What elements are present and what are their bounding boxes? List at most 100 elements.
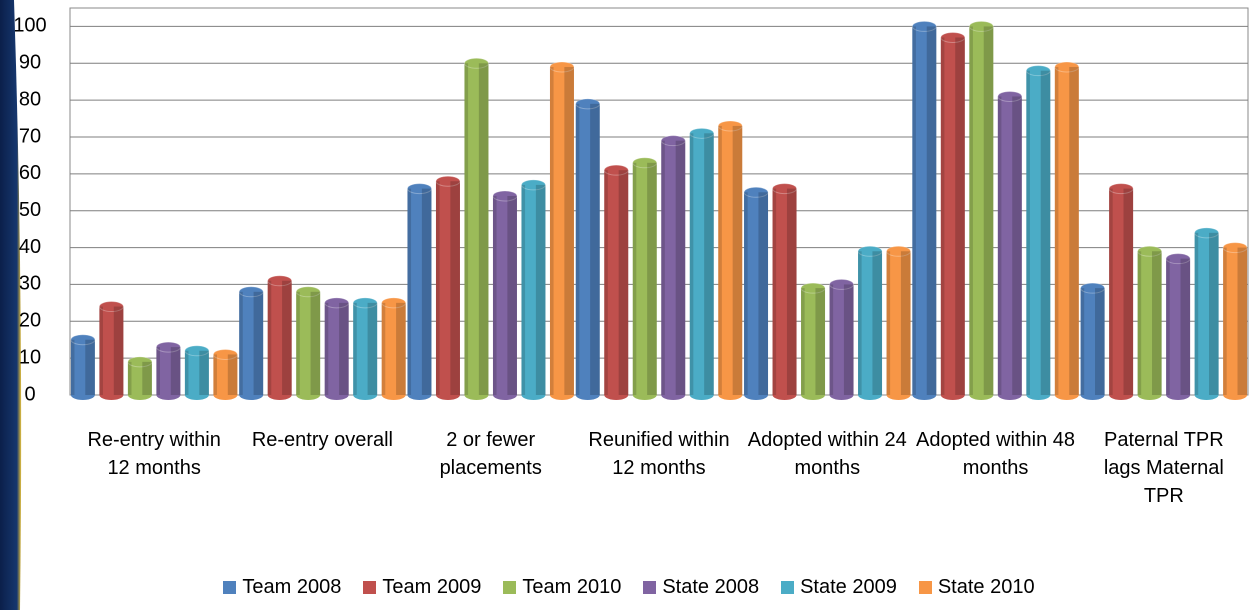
bar-body: [940, 37, 965, 395]
bar: [1165, 253, 1191, 400]
bar-body: [801, 288, 826, 395]
bar-shadow: [955, 37, 965, 395]
bar-body: [886, 251, 911, 395]
bar-body: [184, 350, 209, 395]
bar-top: [155, 341, 181, 353]
bar-shadow: [772, 188, 777, 395]
bar-base: [407, 390, 432, 400]
bar-base: [1166, 390, 1191, 400]
legend-label: Team 2010: [522, 576, 622, 598]
legend-label: State 2010: [937, 576, 1035, 598]
bar-shadow: [564, 66, 574, 395]
decor-stripe: [0, 0, 22, 610]
x-tick-label: Re-entry within 12 months: [87, 429, 221, 479]
bar-top: [324, 297, 350, 309]
bar-base: [70, 390, 95, 400]
bar-shadow: [1152, 251, 1162, 395]
bar: [800, 282, 826, 400]
bar-top: [1108, 183, 1134, 195]
bar-body: [296, 291, 321, 395]
bar-shadow: [227, 354, 238, 395]
bar-shadow: [1166, 258, 1170, 395]
bar-top: [549, 61, 575, 73]
bar-shadow: [689, 133, 694, 396]
y-tick-label: 0: [24, 383, 35, 405]
bar-body: [239, 291, 264, 395]
bar-base: [1137, 390, 1162, 400]
bar-body: [632, 162, 657, 395]
bar: [155, 341, 181, 400]
bar-body: [435, 181, 460, 395]
legend-swatch: [223, 581, 237, 594]
bar-top: [911, 20, 937, 32]
bar-shadow: [604, 170, 608, 395]
bar-shadow: [310, 291, 321, 395]
bar-top: [1222, 242, 1248, 254]
bar-base: [969, 390, 994, 400]
bar-shadow: [758, 192, 769, 395]
bar-top: [1054, 61, 1080, 73]
x-tick-label: Re-entry overall: [251, 429, 393, 451]
bar-base: [997, 390, 1022, 400]
bar: [1054, 61, 1080, 400]
bar: [520, 179, 546, 400]
bar-shadow: [253, 291, 264, 395]
bar-top: [772, 183, 798, 195]
bar-top: [575, 98, 601, 110]
bar-shadow: [353, 302, 357, 395]
bar-shadow: [381, 302, 386, 395]
legend-label: State 2009: [800, 576, 897, 598]
y-tick-label: 70: [19, 125, 41, 147]
bar-body: [997, 96, 1022, 395]
bar-body: [689, 133, 714, 396]
bar-top: [127, 356, 153, 368]
bar-top: [940, 31, 966, 43]
legend-item: Team 2008: [223, 576, 341, 599]
bar-shadow: [843, 284, 854, 395]
legend-item: State 2008: [643, 576, 759, 599]
bar-top: [352, 297, 378, 309]
bar-body: [521, 184, 546, 395]
bar-base: [1223, 390, 1248, 400]
bar-shadow: [1194, 232, 1199, 395]
bar: [1194, 227, 1220, 400]
bar-shadow: [1137, 251, 1142, 395]
legend-label: Team 2009: [382, 576, 482, 598]
bar-base: [689, 390, 714, 400]
bar-body: [744, 192, 769, 395]
bar-shadow: [435, 181, 440, 395]
x-tick-label: 2 or fewer placements: [439, 429, 542, 479]
bar-base: [718, 390, 743, 400]
bar-base: [575, 390, 600, 400]
bar-shadow: [718, 125, 722, 395]
bar-base: [1054, 390, 1079, 400]
bar-shadow: [1040, 70, 1051, 396]
bar-base: [435, 390, 460, 400]
bar-shadow: [170, 347, 181, 395]
bar-shadow: [1223, 247, 1227, 395]
bar-shadow: [801, 288, 805, 395]
y-tick-label: 50: [19, 199, 41, 221]
bar-base: [772, 390, 797, 400]
bar-body: [1054, 66, 1079, 395]
bar-top: [1194, 227, 1220, 239]
bar: [1222, 242, 1248, 400]
bar-body: [353, 302, 378, 395]
bar-base: [1109, 390, 1134, 400]
bar-shadow: [1123, 188, 1134, 395]
bar: [997, 90, 1023, 400]
legend-swatch: [503, 581, 517, 594]
bar-body: [969, 26, 994, 396]
bar: [435, 175, 461, 400]
y-tick-label: 80: [19, 88, 41, 110]
bar-top: [98, 301, 124, 313]
bar-shadow: [675, 140, 686, 395]
y-tick-label: 20: [19, 310, 41, 332]
bar-shadow: [296, 291, 300, 395]
bar-top: [717, 120, 743, 132]
bar: [70, 334, 96, 400]
bar-shadow: [829, 284, 834, 395]
bar: [743, 186, 769, 400]
bar-top: [968, 20, 994, 32]
bar: [857, 245, 883, 400]
